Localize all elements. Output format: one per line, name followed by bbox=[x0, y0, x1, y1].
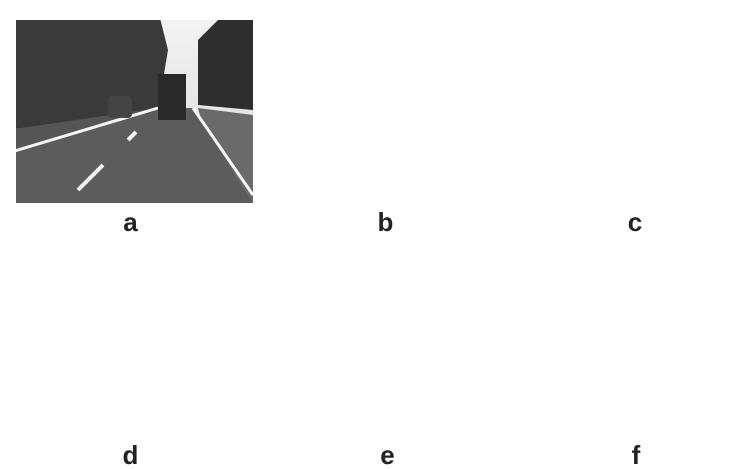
depth-bg bbox=[8, 243, 253, 437]
car-blob bbox=[365, 328, 391, 353]
panel-image bbox=[518, 10, 752, 208]
truck bbox=[158, 74, 186, 120]
panel-image bbox=[520, 243, 752, 437]
shadow bbox=[329, 402, 357, 442]
streak bbox=[572, 393, 610, 425]
shadow bbox=[327, 168, 355, 208]
far-trees bbox=[283, 10, 323, 120]
truck-blob bbox=[413, 72, 445, 120]
right-blob bbox=[228, 331, 252, 375]
truck-blob bbox=[158, 305, 190, 353]
car-blob bbox=[108, 328, 134, 353]
right-blob bbox=[485, 331, 509, 375]
shadow bbox=[72, 402, 100, 442]
car-blob bbox=[614, 95, 639, 120]
panel-image bbox=[8, 10, 253, 203]
dark-corner bbox=[529, 243, 572, 278]
panel-label: f bbox=[632, 440, 641, 469]
far-trees bbox=[285, 243, 325, 354]
depth-bg bbox=[518, 10, 752, 203]
light-region bbox=[577, 243, 752, 323]
car-blob bbox=[363, 95, 389, 120]
edge bbox=[686, 303, 752, 437]
far-trees bbox=[28, 243, 68, 354]
panel-image bbox=[263, 10, 508, 208]
truck-blob bbox=[661, 72, 692, 120]
edge2 bbox=[695, 344, 742, 424]
depth-bg bbox=[520, 243, 752, 437]
panel-label: d bbox=[123, 440, 139, 469]
shadow bbox=[579, 168, 606, 208]
right-blob bbox=[728, 98, 751, 142]
panel-label: e bbox=[380, 440, 394, 469]
panel-label: a bbox=[123, 207, 138, 237]
right-blob bbox=[483, 98, 507, 142]
panel-image bbox=[8, 243, 253, 442]
figure: a b c d e f bbox=[0, 0, 752, 469]
truck-blob bbox=[415, 305, 447, 353]
panel-label: b bbox=[378, 207, 394, 237]
depth-bg bbox=[263, 10, 508, 203]
panel-image bbox=[265, 243, 510, 442]
depth-bg bbox=[265, 243, 510, 437]
car bbox=[108, 96, 132, 118]
far-trees bbox=[537, 10, 575, 120]
panel-label: c bbox=[628, 207, 642, 237]
